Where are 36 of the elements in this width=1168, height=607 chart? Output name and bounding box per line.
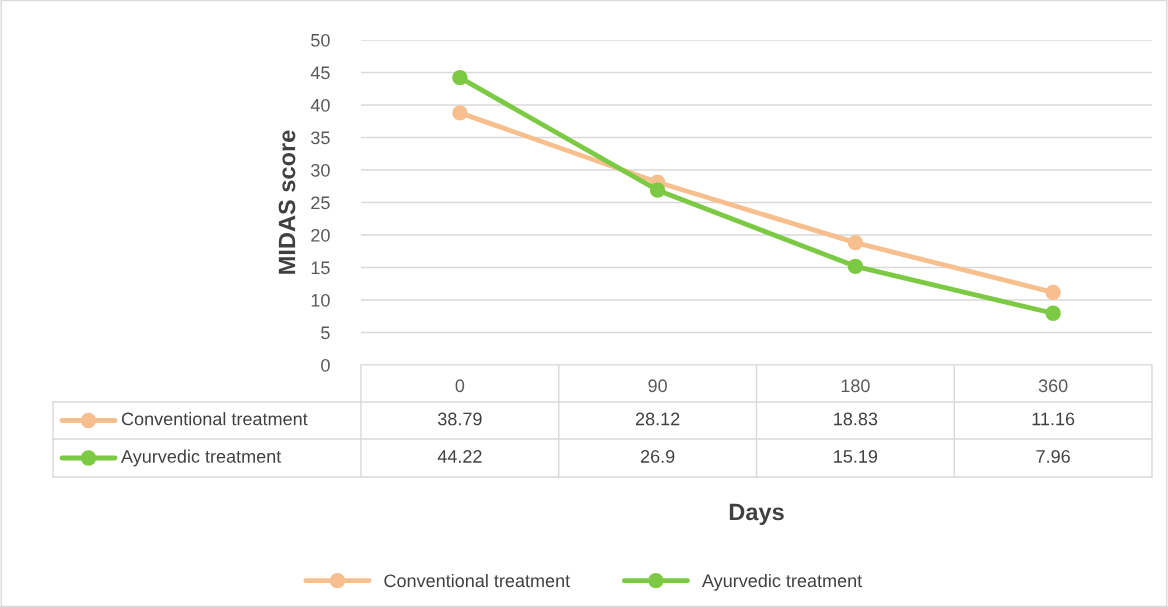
x-axis-title: Days <box>729 503 784 526</box>
y-tick-label: 10 <box>311 293 330 307</box>
y-tick-label: 15 <box>311 261 330 275</box>
y-tick-label: 50 <box>311 33 330 47</box>
legend-label: Ayurvedic treatment <box>121 449 282 467</box>
y-tick-label: 30 <box>311 163 330 177</box>
x-tick-label: 180 <box>841 379 870 393</box>
x-tick-label: 360 <box>1038 379 1068 393</box>
y-tick-label: 35 <box>311 131 330 145</box>
y-tick-label: 20 <box>311 228 330 242</box>
data-label: 7.96 <box>1036 450 1070 463</box>
text: Ayurvedic treatment <box>701 573 863 591</box>
y-tick-label: 0 <box>321 358 330 372</box>
y-tick-label: 40 <box>310 98 330 112</box>
data-label: 26.9 <box>640 450 675 463</box>
text: Conventional treatment <box>384 573 571 588</box>
point <box>1045 305 1061 321</box>
point <box>1045 284 1061 301</box>
point <box>847 234 864 251</box>
legend-label: Conventional treatment <box>121 412 308 426</box>
y-axis-title: MIDAS score <box>278 130 296 274</box>
point <box>649 182 666 198</box>
x-tick-label: 0 <box>455 379 465 393</box>
y-tick-label: 25 <box>311 196 330 210</box>
data-label: 18.83 <box>834 412 878 426</box>
point <box>847 258 864 274</box>
data-label: 15.19 <box>834 450 878 463</box>
point <box>452 69 468 86</box>
y-tick-label: 5 <box>321 326 330 340</box>
data-label: 44.22 <box>437 450 482 463</box>
point <box>452 105 468 121</box>
data-label: 28.12 <box>635 412 680 426</box>
y-tick-label: 45 <box>310 66 330 80</box>
data-label: 11.16 <box>1032 412 1075 426</box>
data-label: 38.79 <box>437 412 482 426</box>
x-tick-label: 90 <box>648 379 667 393</box>
